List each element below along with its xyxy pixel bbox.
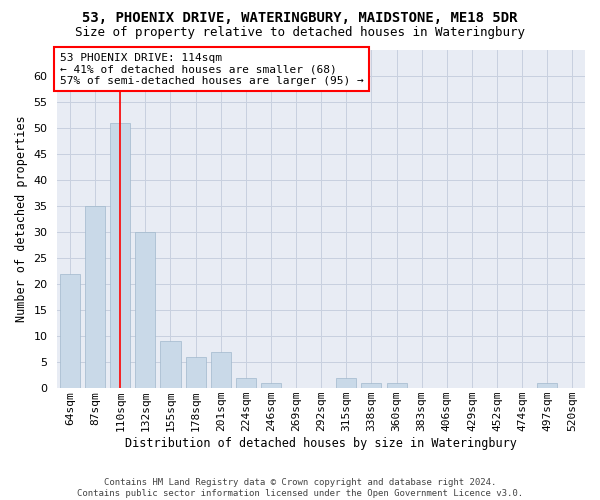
Bar bbox=[537, 383, 557, 388]
X-axis label: Distribution of detached houses by size in Wateringbury: Distribution of detached houses by size … bbox=[125, 437, 517, 450]
Bar bbox=[336, 378, 356, 388]
Text: 53, PHOENIX DRIVE, WATERINGBURY, MAIDSTONE, ME18 5DR: 53, PHOENIX DRIVE, WATERINGBURY, MAIDSTO… bbox=[82, 12, 518, 26]
Text: Size of property relative to detached houses in Wateringbury: Size of property relative to detached ho… bbox=[75, 26, 525, 39]
Text: Contains HM Land Registry data © Crown copyright and database right 2024.
Contai: Contains HM Land Registry data © Crown c… bbox=[77, 478, 523, 498]
Bar bbox=[211, 352, 231, 388]
Bar bbox=[60, 274, 80, 388]
Bar bbox=[185, 357, 206, 388]
Text: 53 PHOENIX DRIVE: 114sqm
← 41% of detached houses are smaller (68)
57% of semi-d: 53 PHOENIX DRIVE: 114sqm ← 41% of detach… bbox=[60, 52, 364, 86]
Bar bbox=[135, 232, 155, 388]
Bar bbox=[110, 123, 130, 388]
Bar bbox=[236, 378, 256, 388]
Bar bbox=[361, 383, 382, 388]
Bar bbox=[261, 383, 281, 388]
Y-axis label: Number of detached properties: Number of detached properties bbox=[15, 116, 28, 322]
Bar bbox=[386, 383, 407, 388]
Bar bbox=[85, 206, 105, 388]
Bar bbox=[160, 342, 181, 388]
